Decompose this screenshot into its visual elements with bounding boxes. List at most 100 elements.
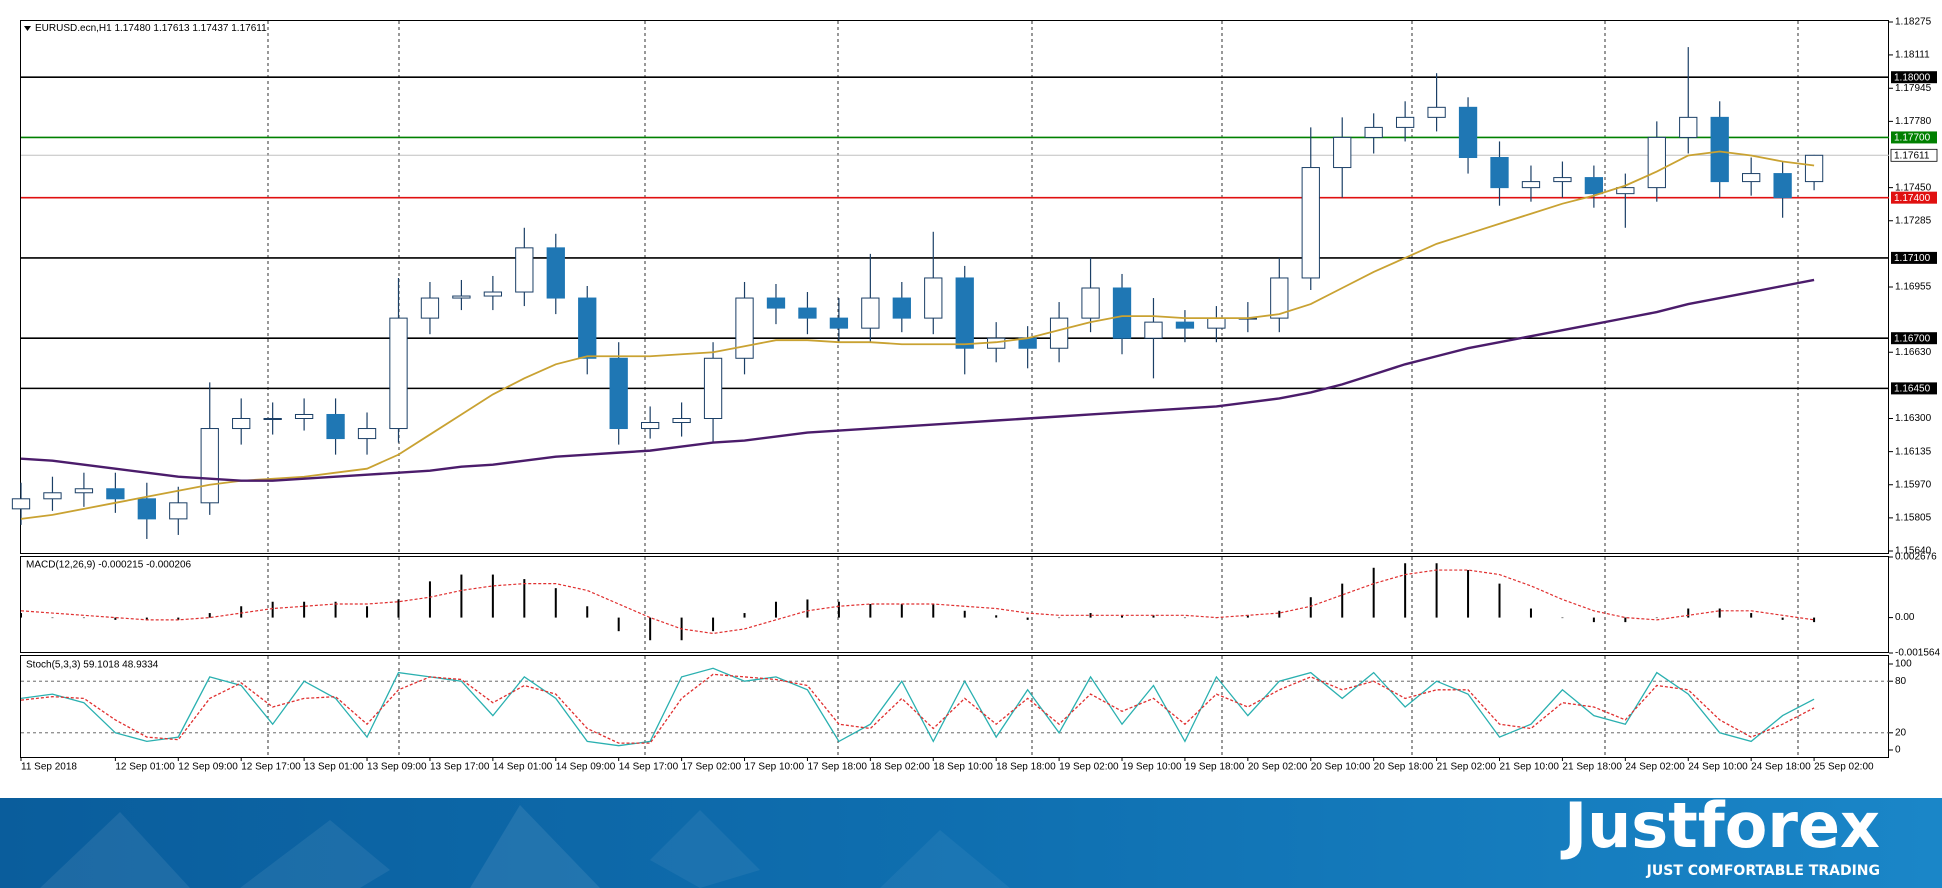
menu-triangle[interactable]	[24, 26, 31, 31]
candle-body	[641, 422, 660, 430]
y-tick-label: 0.00	[1895, 612, 1915, 623]
candle-body	[924, 277, 943, 319]
macd-bar	[743, 613, 746, 618]
y-tick-label: 100	[1895, 659, 1912, 670]
x-tick-label: 13 Sep 09:00	[367, 762, 427, 773]
macd-bar	[1813, 617, 1816, 623]
x-tick-label: 19 Sep 18:00	[1185, 762, 1245, 773]
y-tick-label: 1.17450	[1895, 182, 1932, 193]
macd-bar	[1592, 617, 1595, 623]
macd-bar	[1467, 570, 1470, 618]
candle-body	[1270, 277, 1289, 319]
candle-body	[578, 297, 597, 359]
banner-decor	[880, 830, 1010, 888]
macd-bar	[1435, 563, 1438, 618]
level-tag-label: 1.17400	[1894, 193, 1931, 204]
candle-body	[1742, 173, 1761, 183]
candle-body	[515, 247, 534, 293]
current-price-tag	[1890, 148, 1938, 162]
macd-bar	[51, 617, 54, 619]
candle-body	[829, 317, 849, 329]
level-tag	[1891, 251, 1937, 264]
candle-body	[1144, 321, 1163, 339]
candle-body	[672, 417, 691, 424]
x-tick-label: 12 Sep 09:00	[178, 762, 238, 773]
moving-average	[20, 150, 1815, 520]
macd-bar	[523, 579, 526, 618]
x-tick-label: 21 Sep 18:00	[1562, 762, 1622, 773]
x-tick-label: 20 Sep 10:00	[1311, 762, 1371, 773]
candle-body	[1616, 187, 1635, 195]
macd-bar	[900, 604, 903, 618]
candle-body	[1427, 106, 1446, 118]
moving-average	[20, 278, 1815, 482]
candle-body	[169, 502, 188, 520]
macd-bar	[397, 599, 400, 618]
candle-body	[1207, 317, 1226, 329]
chart-title: EURUSD.ecn,H1 1.17480 1.17613 1.17437 1.…	[35, 23, 267, 34]
x-tick-label: 19 Sep 02:00	[1059, 762, 1119, 773]
x-tick-label: 18 Sep 18:00	[996, 762, 1056, 773]
candle-body	[1521, 181, 1541, 189]
candle-body	[1081, 287, 1100, 319]
x-tick-label: 12 Sep 01:00	[115, 762, 175, 773]
macd-signal	[20, 569, 1815, 635]
y-tick-label: 1.18111	[1895, 50, 1930, 61]
current-price-label: 1.17611	[1894, 150, 1930, 161]
candle-body	[1458, 106, 1478, 159]
macd-bar	[963, 610, 966, 618]
macd-bar	[177, 617, 180, 620]
macd-bar	[1246, 615, 1249, 618]
level-tag	[1891, 332, 1937, 345]
candle-body	[11, 498, 31, 510]
level-tag-label: 1.16700	[1894, 333, 1931, 344]
y-tick-label: 0	[1895, 745, 1901, 756]
y-tick-label: 1.18275	[1895, 17, 1932, 28]
macd-bar	[366, 606, 369, 618]
candle-body	[1364, 126, 1383, 138]
y-tick-label: 1.15970	[1895, 479, 1932, 490]
candle-body	[609, 357, 628, 430]
candle-body	[735, 297, 754, 359]
macd-bar	[114, 617, 117, 620]
macd-bar	[806, 599, 809, 618]
macd-bar	[1341, 583, 1344, 618]
macd-bar	[208, 613, 211, 618]
candle-body	[798, 307, 817, 319]
macd-bar	[1561, 617, 1564, 619]
y-tick-label: 1.17945	[1895, 83, 1932, 94]
x-tick-label: 14 Sep 17:00	[619, 762, 679, 773]
candle-body	[200, 428, 219, 504]
level-tag-label: 1.17100	[1894, 253, 1931, 264]
banner-background	[0, 798, 1942, 888]
macd-bar	[1404, 563, 1407, 618]
stoch-title: Stoch(5,3,3) 59.1018 48.9334	[26, 660, 159, 671]
candle-body	[861, 297, 880, 329]
candle-body	[1773, 173, 1792, 199]
brand-name: Justforex	[1560, 789, 1880, 862]
stoch-panel-frame	[20, 655, 1889, 758]
x-tick-label: 18 Sep 02:00	[870, 762, 930, 773]
macd-bar	[1309, 597, 1312, 618]
macd-bar	[145, 617, 148, 620]
x-tick-label: 21 Sep 02:00	[1437, 762, 1497, 773]
candle-body	[1710, 116, 1729, 183]
macd-bar	[1121, 615, 1124, 618]
macd-bar	[1687, 608, 1690, 618]
x-tick-label: 17 Sep 10:00	[745, 762, 805, 773]
macd-bar	[1655, 617, 1658, 619]
macd-bar	[554, 588, 557, 618]
level-tag	[1891, 131, 1937, 144]
candle-body	[1584, 177, 1604, 195]
macd-bar	[20, 613, 22, 618]
level-tag-label: 1.16450	[1894, 384, 1931, 395]
candle-body	[357, 428, 377, 440]
macd-bar	[271, 601, 274, 618]
macd-bar	[1372, 567, 1375, 618]
candle-body	[1112, 287, 1132, 339]
banner-decor	[470, 805, 600, 888]
macd-bar	[1750, 613, 1753, 618]
panels	[20, 20, 1889, 758]
